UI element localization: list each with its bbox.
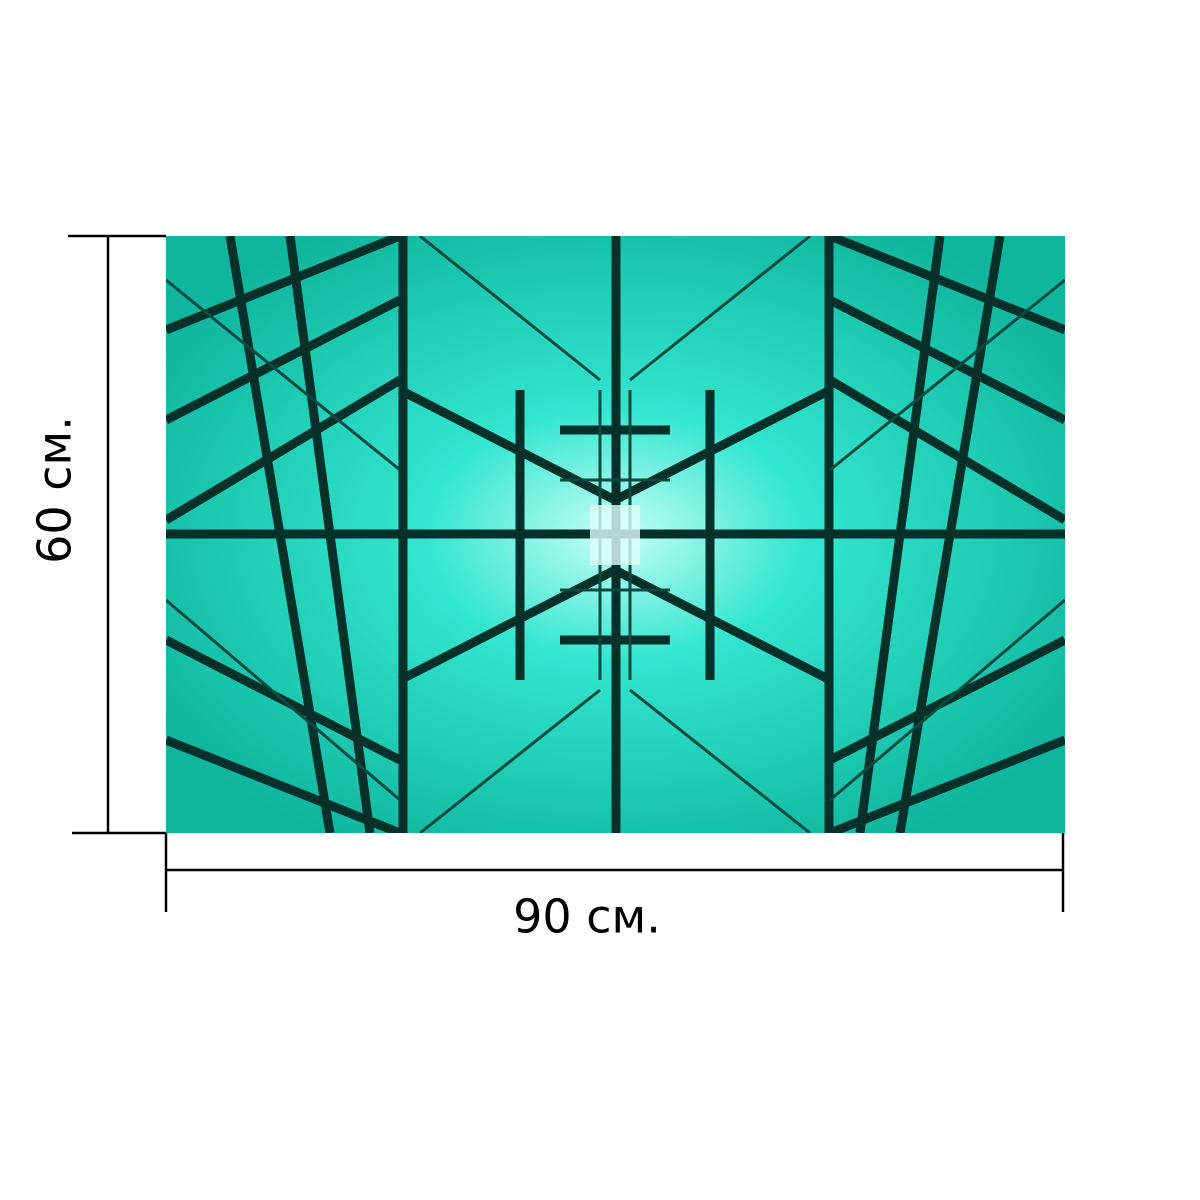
height-label: 60 см. bbox=[28, 416, 82, 564]
width-label: 90 см. bbox=[513, 890, 661, 944]
print-image bbox=[166, 236, 1065, 833]
dimension-lines bbox=[68, 234, 1065, 912]
